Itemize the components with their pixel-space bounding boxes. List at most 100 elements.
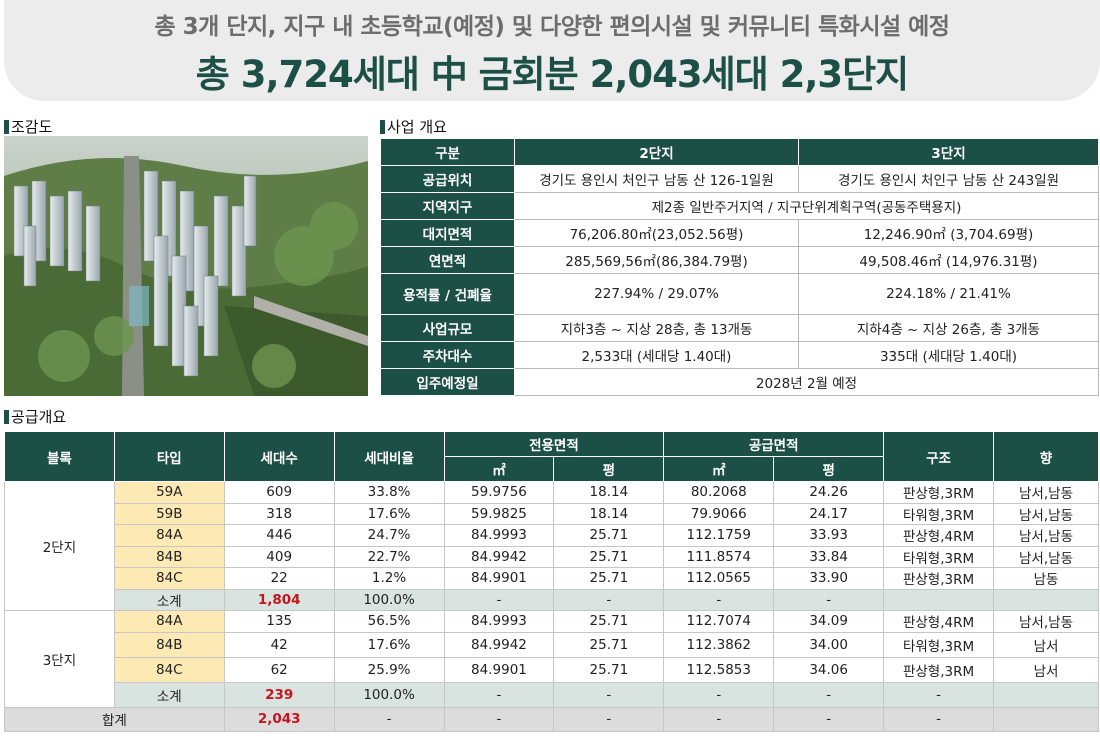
type-cell: 84A xyxy=(113,610,225,633)
subtotal-cell: - xyxy=(663,588,775,611)
exclusive-m2-cell: 84.9901 xyxy=(443,656,555,683)
total-cell: - xyxy=(773,706,885,732)
type-cell: 84B xyxy=(113,545,225,568)
type-cell: 84A xyxy=(113,524,225,547)
header-type: 타입 xyxy=(113,431,225,482)
header-m2: ㎡ xyxy=(443,456,555,482)
header-banner: 총 3개 단지, 지구 내 초등학교(예정) 및 다양한 편의시설 및 커뮤니티… xyxy=(4,0,1100,101)
section-marker-icon xyxy=(4,119,9,134)
aerial-view-image xyxy=(4,136,368,396)
overview-cell: 12,246.90㎡ (3,704.69평) xyxy=(798,219,1099,247)
table-row: 2단지 59A 609 33.8% 59.9756 18.14 80.2068 … xyxy=(4,481,1099,611)
overview-cell: 76,206.80㎡(23,052.56평) xyxy=(514,219,799,247)
section-marker-icon xyxy=(380,119,385,134)
total-label: 합계 xyxy=(4,706,225,732)
direction-cell: 남서,남동 xyxy=(993,610,1099,633)
header-block: 블록 xyxy=(4,431,115,482)
subtotal-cell: - xyxy=(773,588,885,611)
units-cell: 42 xyxy=(223,631,335,658)
table-row: 59B 318 17.6% 59.9825 18.14 79.9066 24.1… xyxy=(5,502,1099,525)
supply-pyeong-cell: 24.26 xyxy=(773,481,885,504)
exclusive-pyeong-cell: 25.71 xyxy=(553,631,665,658)
subtotal-cell: - xyxy=(553,681,665,708)
total-cell: - xyxy=(443,706,555,732)
overview-header-row: 구분 2단지 3단지 xyxy=(380,138,1099,166)
structure-cell: 판상형,3RM xyxy=(883,481,995,504)
overview-row: 지역지구 제2종 일반주거지역 / 지구단위계획구역(공동주택용지) xyxy=(380,192,1099,220)
overview-cell: 227.94% / 29.07% xyxy=(514,273,799,315)
units-cell: 609 xyxy=(223,481,335,504)
overview-row: 사업규모 지하3층 ~ 지상 28층, 총 13개동 지하4층 ~ 지상 26층… xyxy=(380,314,1099,342)
supply-pyeong-cell: 33.84 xyxy=(773,545,885,568)
header-direction: 향 xyxy=(993,431,1099,482)
direction-cell: 남동 xyxy=(993,567,1099,590)
ratio-cell: 17.6% xyxy=(333,502,445,525)
supply-header-row: 블록 타입 세대수 세대비율 전용면적 공급면적 구조 향 xyxy=(4,431,1099,482)
units-cell: 62 xyxy=(223,656,335,683)
ratio-cell: 17.6% xyxy=(333,631,445,658)
exclusive-m2-cell: 84.9942 xyxy=(443,631,555,658)
overview-cell: 2028년 2월 예정 xyxy=(514,368,1099,396)
direction-cell: 남서 xyxy=(993,631,1099,658)
total-cell: - xyxy=(883,706,995,732)
supply-pyeong-cell: 34.06 xyxy=(773,656,885,683)
table-row: 84C 22 1.2% 84.9901 25.71 112.0565 33.90… xyxy=(5,567,1099,590)
overview-row-label: 지역지구 xyxy=(380,192,515,220)
header-ratio: 세대비율 xyxy=(333,431,445,482)
direction-cell: 남서,남동 xyxy=(993,545,1099,568)
table-row: 3단지 84A 135 56.5% 84.9993 25.71 112.7074… xyxy=(4,610,1099,708)
exclusive-m2-cell: 59.9756 xyxy=(443,481,555,504)
overview-cell: 335대 (세대당 1.40대) xyxy=(798,341,1099,369)
overview-row-label: 연면적 xyxy=(380,246,515,274)
direction-cell: 남서,남동 xyxy=(993,524,1099,547)
subtotal-cell: - xyxy=(883,681,995,708)
subtotal-cell: - xyxy=(443,588,555,611)
subtotal-cell: - xyxy=(773,681,885,708)
total-row: 합계 2,043 - - - - - - xyxy=(4,706,1099,732)
exclusive-m2-cell: 84.9993 xyxy=(443,610,555,633)
overview-row-label: 입주예정일 xyxy=(380,368,515,396)
exclusive-m2-cell: 84.9901 xyxy=(443,567,555,590)
overview-row-label: 대지면적 xyxy=(380,219,515,247)
ratio-cell: 56.5% xyxy=(333,610,445,633)
header-pyeong: 평 xyxy=(553,456,665,482)
header-exclusive-area: 전용면적 xyxy=(443,431,665,457)
overview-cell: 경기도 용인시 처인구 남동 산 243일원 xyxy=(798,165,1099,193)
direction-cell: 남서,남동 xyxy=(993,502,1099,525)
overview-row-label: 용적률 / 건폐율 xyxy=(380,273,515,315)
structure-cell: 타워형,3RM xyxy=(883,545,995,568)
block-name: 2단지 xyxy=(4,481,115,611)
supply-pyeong-cell: 33.93 xyxy=(773,524,885,547)
supply-pyeong-cell: 34.09 xyxy=(773,610,885,633)
header-structure: 구조 xyxy=(883,431,995,482)
structure-cell: 타워형,3RM xyxy=(883,502,995,525)
section-label-supply: 공급개요 xyxy=(4,406,66,427)
overview-cell: 2,533대 (세대당 1.40대) xyxy=(514,341,799,369)
ratio-cell: 25.9% xyxy=(333,656,445,683)
subtotal-cell xyxy=(993,681,1099,708)
subtotal-cell: - xyxy=(443,681,555,708)
supply-m2-cell: 79.9066 xyxy=(663,502,775,525)
subtotal-units: 239 xyxy=(223,681,335,708)
type-cell: 59B xyxy=(113,502,225,525)
table-row: 84C 62 25.9% 84.9901 25.71 112.5853 34.0… xyxy=(5,656,1099,683)
structure-cell: 판상형,3RM xyxy=(883,567,995,590)
exclusive-pyeong-cell: 25.71 xyxy=(553,610,665,633)
section-marker-icon xyxy=(4,409,9,424)
overview-row: 입주예정일 2028년 2월 예정 xyxy=(380,368,1099,396)
overview-header-cell: 3단지 xyxy=(798,138,1099,166)
exclusive-pyeong-cell: 25.71 xyxy=(553,524,665,547)
overview-cell: 49,508.46㎡ (14,976.31평) xyxy=(798,246,1099,274)
exclusive-pyeong-cell: 18.14 xyxy=(553,502,665,525)
subtotal-units: 1,804 xyxy=(223,588,335,611)
type-cell: 59A xyxy=(113,481,225,504)
type-cell: 84B xyxy=(113,631,225,658)
ratio-cell: 22.7% xyxy=(333,545,445,568)
overview-row: 주차대수 2,533대 (세대당 1.40대) 335대 (세대당 1.40대) xyxy=(380,341,1099,369)
subtotal-ratio: 100.0% xyxy=(333,588,445,611)
subtotal-ratio: 100.0% xyxy=(333,681,445,708)
header-pyeong: 평 xyxy=(773,456,885,482)
overview-table: 구분 2단지 3단지 공급위치 경기도 용인시 처인구 남동 산 126-1일원… xyxy=(380,138,1099,396)
section-label-aerial: 조감도 xyxy=(4,116,52,137)
supply-m2-cell: 112.7074 xyxy=(663,610,775,633)
